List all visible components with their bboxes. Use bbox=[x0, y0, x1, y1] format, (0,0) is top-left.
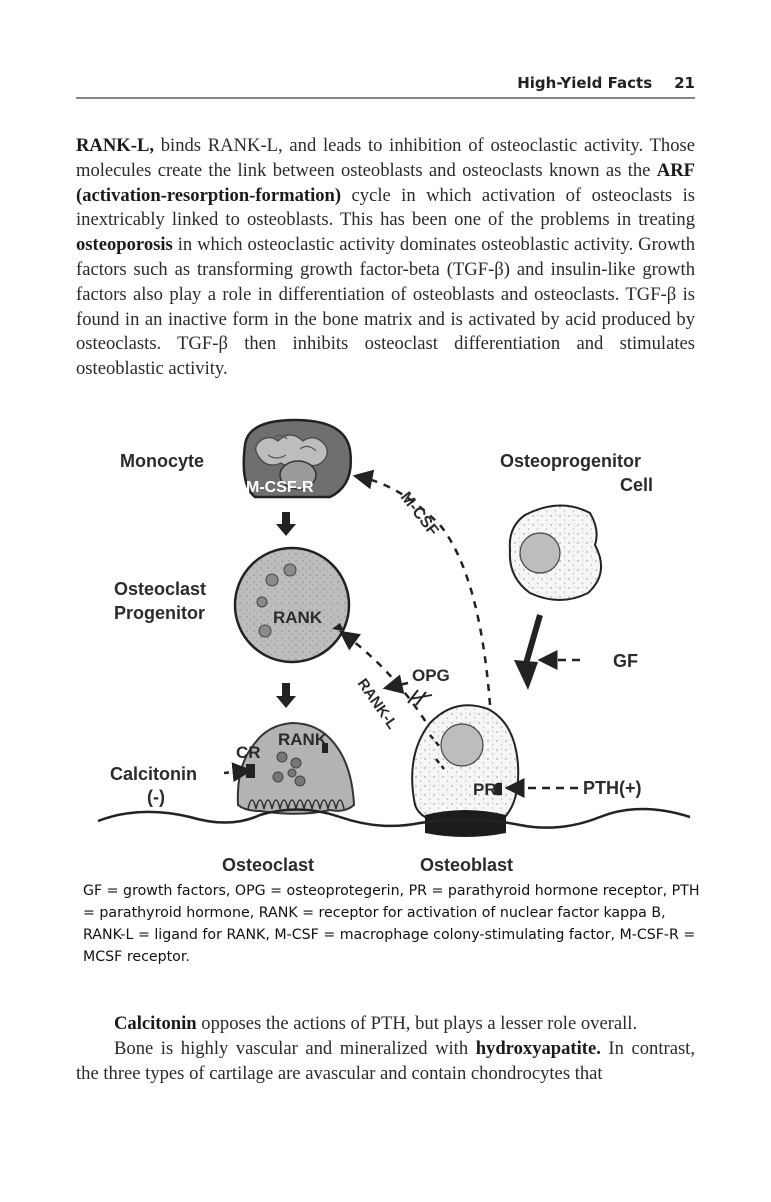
running-title: High-Yield Facts bbox=[517, 74, 653, 92]
cr-label: CR bbox=[236, 743, 261, 762]
page-number: 21 bbox=[674, 74, 695, 92]
bone-remodeling-figure: M-CSF-R Monocyte RANK Osteoclast Progeni… bbox=[0, 405, 771, 875]
para3-text-a: Bone is highly vascular and mineralized … bbox=[114, 1038, 476, 1059]
rank-label: RANK bbox=[273, 608, 323, 627]
mcsf-signal-path bbox=[352, 469, 492, 706]
monocyte-cell bbox=[242, 418, 353, 499]
pth-label: PTH(+) bbox=[583, 778, 642, 798]
monocyte-label: Monocyte bbox=[120, 451, 204, 471]
osteoprogenitor-label-1: Osteoprogenitor bbox=[500, 451, 641, 471]
term-rank-l: RANK-L, bbox=[76, 135, 154, 156]
term-calcitonin: Calcitonin bbox=[114, 1013, 197, 1034]
osteoclast-progenitor-label-1: Osteoclast bbox=[114, 579, 206, 599]
osteoblast-cell bbox=[411, 704, 520, 837]
para3-text-b: In contrast, the three types of cartilag… bbox=[76, 1038, 695, 1084]
rank-osteoclast-label: RANK bbox=[278, 730, 328, 749]
para2-text: opposes the actions of PTH, but plays a … bbox=[196, 1013, 638, 1034]
bone-surface bbox=[97, 807, 691, 829]
opg-label: OPG bbox=[412, 666, 450, 685]
body-paragraph-3: Bone is highly vascular and mineralized … bbox=[76, 1037, 695, 1087]
para1-text-c: in which osteoclastic activity dominates… bbox=[76, 234, 695, 380]
para1-text-a: binds RANK-L, and leads to inhibition of… bbox=[76, 135, 695, 181]
gf-label: GF bbox=[613, 651, 638, 671]
header-rule bbox=[76, 97, 695, 99]
differentiation-arrow-1 bbox=[276, 512, 296, 536]
term-arf: ARF (activation-resorption-formation) bbox=[76, 159, 695, 206]
differentiation-arrow-2 bbox=[276, 683, 296, 708]
body-paragraph-2: Calcitonin opposes the actions of PTH, b… bbox=[76, 1012, 695, 1037]
figure-caption: GF = growth factors, OPG = osteoproteger… bbox=[83, 883, 700, 965]
osteoclast-progenitor-cell bbox=[233, 546, 351, 664]
term-hydroxyapatite: hydroxyapatite. bbox=[475, 1038, 601, 1059]
gf-arrow bbox=[514, 614, 580, 690]
osteoclast-label: Osteoclast bbox=[222, 855, 314, 875]
osteoclast-cell bbox=[236, 721, 356, 815]
osteoblast-label: Osteoblast bbox=[420, 855, 513, 875]
para1-text-b: cycle in which activation of osteoclasts… bbox=[76, 184, 695, 231]
opg-inhibitor bbox=[382, 674, 433, 706]
calcitonin-arrow bbox=[223, 762, 253, 783]
rank-l-label: RANK-L bbox=[354, 676, 401, 733]
mcsf-r-label: M-CSF-R bbox=[246, 479, 314, 496]
osteoclast-progenitor-label-2: Progenitor bbox=[114, 603, 205, 623]
pr-label: PR bbox=[473, 780, 497, 799]
running-head: High-Yield Facts 21 bbox=[517, 74, 695, 92]
term-osteoporosis: osteoporosis bbox=[76, 234, 173, 256]
mcsf-label: M-CSF bbox=[397, 489, 442, 540]
calcitonin-label: Calcitonin bbox=[110, 764, 197, 784]
osteoprogenitor-cell bbox=[508, 504, 603, 601]
calcitonin-sign: (-) bbox=[147, 787, 165, 807]
body-paragraph-1: RANK-L, binds RANK-L, and leads to inhib… bbox=[76, 134, 695, 382]
osteoprogenitor-label-2: Cell bbox=[620, 475, 653, 495]
